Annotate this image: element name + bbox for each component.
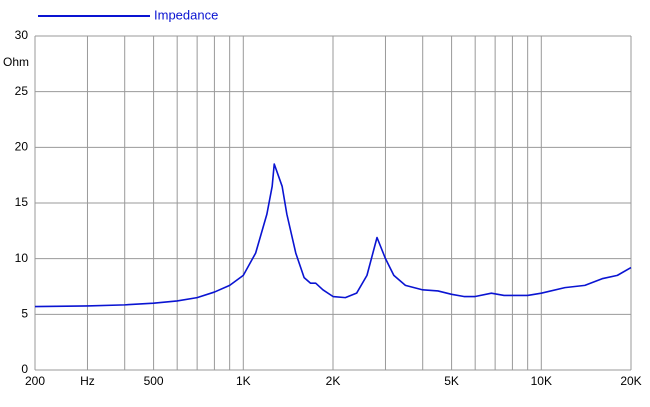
line-series xyxy=(34,163,632,308)
y-tick-label: 5 xyxy=(21,307,28,321)
y-tick-label: 10 xyxy=(15,251,29,265)
x-tick-label: 10K xyxy=(531,374,552,388)
x-tick-label: Hz xyxy=(80,374,95,388)
y-axis-label: Ohm xyxy=(3,55,29,69)
x-tick-label: 200 xyxy=(25,374,45,388)
x-tick-label: 500 xyxy=(144,374,164,388)
legend-label: Impedance xyxy=(154,7,218,22)
x-tick-label: 1K xyxy=(236,374,251,388)
y-tick-label: 20 xyxy=(15,140,29,154)
x-tick-label: 5K xyxy=(444,374,459,388)
y-tick-label: 15 xyxy=(15,195,29,209)
x-tick-label: 20K xyxy=(620,374,641,388)
y-tick-label: 25 xyxy=(15,84,29,98)
y-tick-label: 0 xyxy=(21,362,28,376)
y-tick-label: 30 xyxy=(15,28,29,42)
x-tick-label: 2K xyxy=(326,374,341,388)
